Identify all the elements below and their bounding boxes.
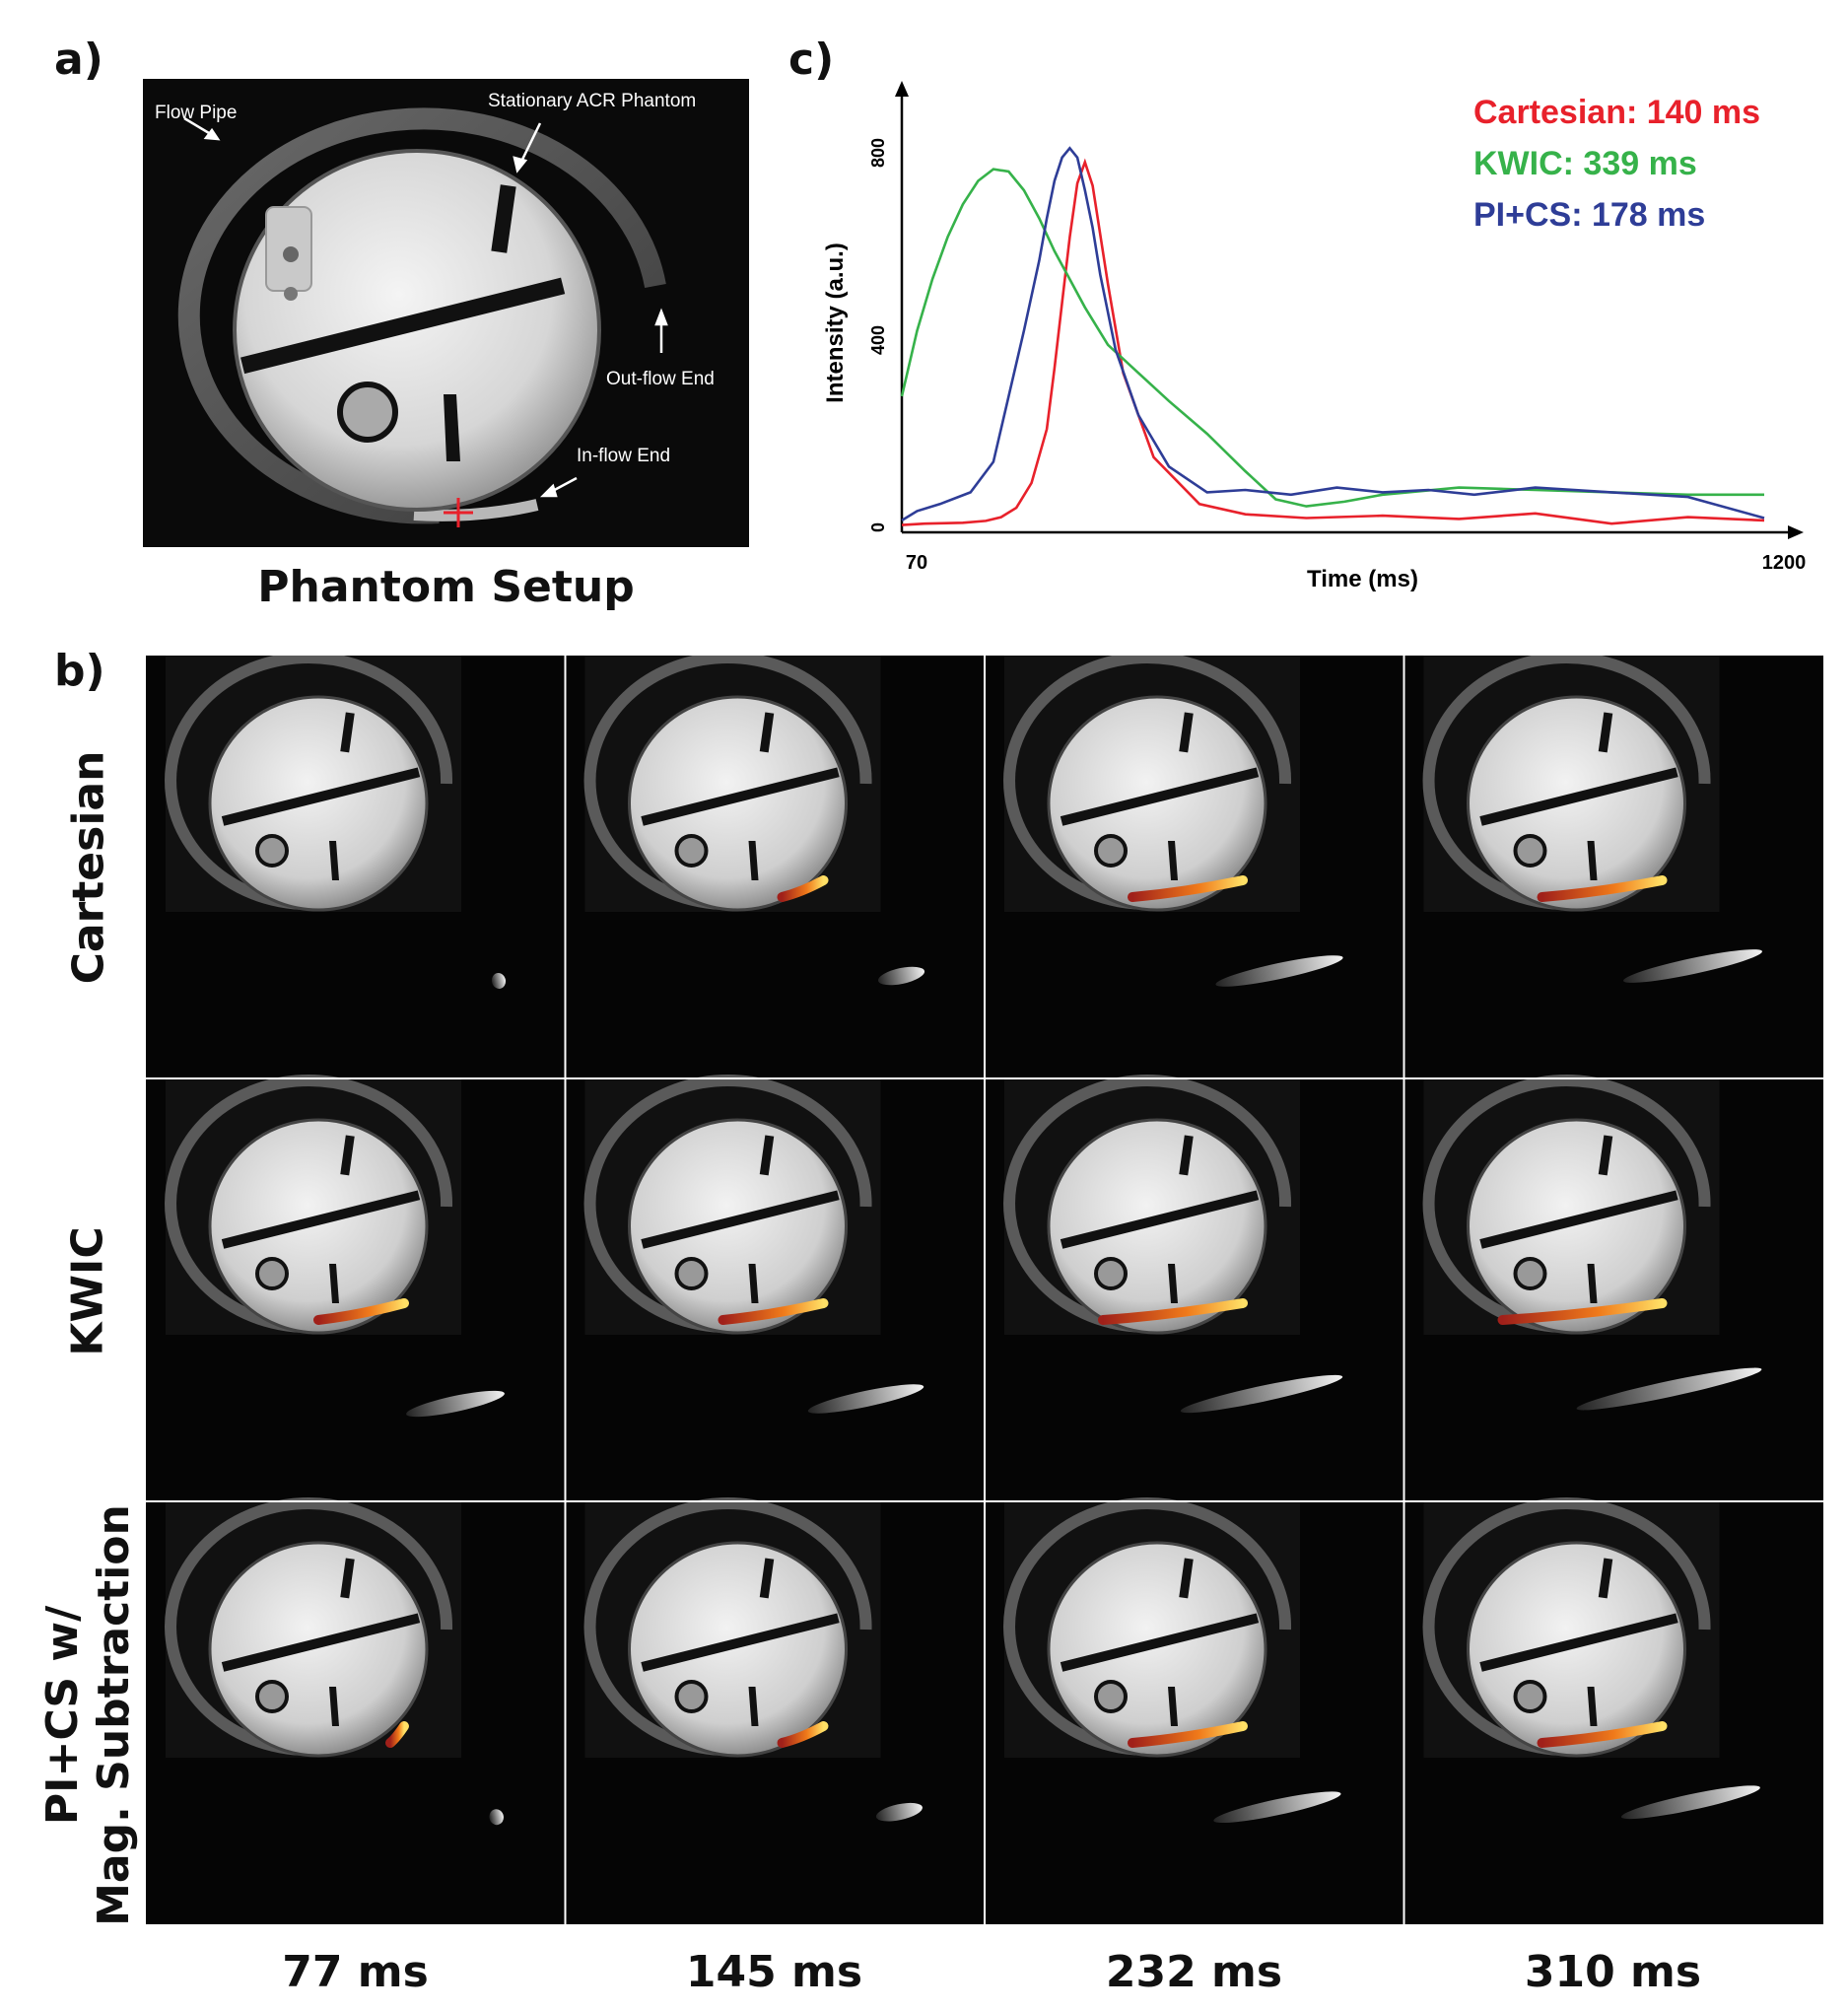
time-label-310: 310 ms xyxy=(1524,1947,1702,1997)
row-label-pics: PI+CS w/ Mag. Subtraction xyxy=(37,1504,140,1926)
phantom-long-bar xyxy=(240,277,566,375)
phantom-setup-caption: Phantom Setup xyxy=(257,562,635,612)
phantom-thumbnail xyxy=(1422,1075,1720,1335)
chart-text: 70 1200 Time (ms) 0 400 800 Intensity (a.u.) Ca… xyxy=(822,94,1806,592)
flow-pipe-label: Flow Pipe xyxy=(155,103,237,123)
image-cell xyxy=(985,1075,1404,1501)
phantom-thumbnail xyxy=(1422,1497,1720,1758)
phantom-thumbnail xyxy=(583,656,881,912)
image-grid xyxy=(146,656,1823,1924)
time-label-232: 232 ms xyxy=(1105,1947,1283,1997)
flow-bolus xyxy=(1623,949,1762,983)
panel-c-label: c) xyxy=(788,35,835,85)
annotation-arrows xyxy=(183,116,668,498)
row-label-cartesian: Cartesian xyxy=(63,750,113,985)
legend-entry: PI+CS: 178 ms xyxy=(1473,196,1705,234)
y-tick-label: 800 xyxy=(868,138,888,168)
image-cell xyxy=(985,1497,1404,1924)
flow-overlay xyxy=(1537,875,1668,902)
x-tick-label: 1200 xyxy=(1762,552,1807,574)
image-cell xyxy=(565,656,985,1078)
flow-bolus xyxy=(491,973,507,989)
flow-bolus xyxy=(406,1390,505,1418)
flow-overlay xyxy=(718,1298,829,1325)
image-cell xyxy=(146,1497,566,1924)
image-cell xyxy=(985,656,1404,1078)
phantom-thumbnail xyxy=(583,1075,881,1335)
legend-entry: KWIC: 339 ms xyxy=(1473,145,1697,182)
legend-entry: Cartesian: 140 ms xyxy=(1473,94,1760,131)
stationary-phantom-label: Stationary ACR Phantom xyxy=(488,91,696,111)
phantom-thumbnail xyxy=(1422,656,1720,912)
image-cell xyxy=(1403,656,1823,1078)
phantom-thumbnail xyxy=(583,1497,881,1758)
panel-b-label: b) xyxy=(54,646,105,696)
flow-overlay xyxy=(313,1298,409,1325)
inflow-end-label: In-flow End xyxy=(577,446,670,466)
outflow-end-label: Out-flow End xyxy=(606,369,715,389)
series-line-2 xyxy=(901,146,1765,522)
time-label-77: 77 ms xyxy=(282,1947,429,1997)
image-cell xyxy=(146,1075,566,1501)
flow-overlay xyxy=(1128,1721,1248,1748)
flow-bolus xyxy=(1215,955,1343,987)
image-cell xyxy=(565,1075,985,1501)
image-cell xyxy=(1403,1497,1823,1924)
y-tick-label: 400 xyxy=(868,325,888,355)
flow-bolus xyxy=(1576,1367,1762,1411)
flow-overlay xyxy=(1497,1298,1668,1325)
flow-bolus xyxy=(807,1384,924,1414)
phantom-thumbnail xyxy=(165,656,461,912)
time-label-145: 145 ms xyxy=(685,1947,863,1997)
series-line-0 xyxy=(901,158,1765,526)
flow-bolus xyxy=(489,1809,504,1826)
phantom-thumbnail xyxy=(1003,656,1300,912)
flow-overlay xyxy=(777,1721,829,1748)
flow-pipe-ring xyxy=(177,107,666,524)
phantom-setup-image: Flow Pipe Stationary ACR Phantom Out-flo… xyxy=(143,79,749,547)
inflow-segment xyxy=(413,499,539,521)
phantom-thumbnail xyxy=(165,1075,461,1335)
panel-a-label: a) xyxy=(54,35,103,85)
flow-bolus xyxy=(1180,1374,1343,1414)
x-tick-label: 70 xyxy=(906,552,927,574)
y-tick-label: 0 xyxy=(868,522,888,532)
image-cell xyxy=(1403,1075,1823,1501)
flow-bolus xyxy=(1620,1785,1760,1820)
flow-overlay xyxy=(1537,1721,1668,1748)
y-axis-arrow xyxy=(895,81,909,97)
phantom-thumbnail xyxy=(1003,1497,1300,1758)
slice-marker-cross xyxy=(444,498,473,527)
flow-bolus xyxy=(1213,1791,1341,1824)
image-cell xyxy=(565,1497,985,1924)
flow-overlay xyxy=(385,1721,409,1748)
y-axis-label: Intensity (a.u.) xyxy=(822,243,849,403)
phantom-insert-dot xyxy=(283,246,299,262)
chart-lines xyxy=(900,146,1765,526)
flow-bolus xyxy=(875,1802,923,1822)
flow-overlay xyxy=(1128,875,1248,902)
phantom-thumbnail xyxy=(1003,1075,1300,1335)
flow-overlay xyxy=(1098,1298,1248,1325)
phantom-thumbnail xyxy=(165,1497,461,1758)
phantom-short-bar xyxy=(491,184,516,253)
intensity-chart: 70 1200 Time (ms) 0 400 800 Intensity (a.u.) Ca… xyxy=(822,81,1806,592)
flow-bolus xyxy=(877,966,925,986)
chart-axes xyxy=(895,81,1804,539)
x-axis-label: Time (ms) xyxy=(1307,566,1418,592)
phantom-wedge xyxy=(444,394,460,461)
x-axis-arrow xyxy=(1788,525,1804,539)
row-label-kwic: KWIC xyxy=(62,1226,113,1356)
flow-overlay xyxy=(777,875,829,902)
image-cell xyxy=(146,656,566,1078)
phantom-circle xyxy=(337,382,398,443)
phantom-insert-dot2 xyxy=(284,287,298,301)
